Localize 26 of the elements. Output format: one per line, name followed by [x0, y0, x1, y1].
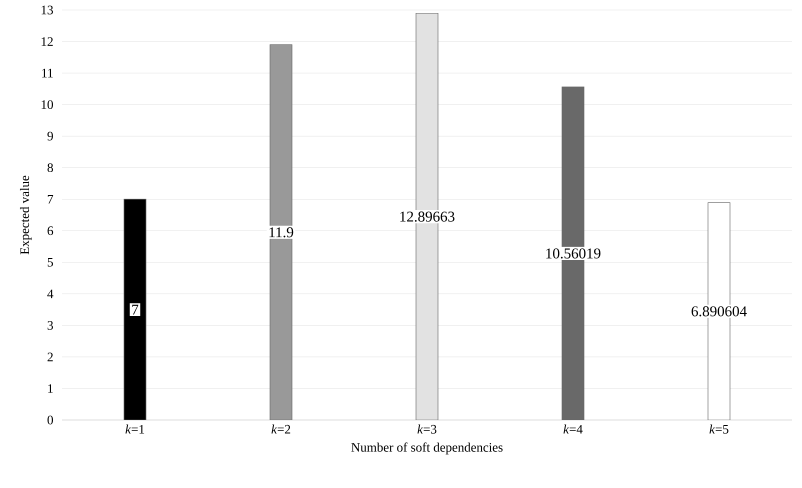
y-tick-label: 6	[48, 226, 54, 236]
x-tick-label: k=4	[564, 424, 583, 434]
data-label: 10.56019	[546, 248, 600, 259]
data-label: 6.890604	[692, 306, 747, 316]
x-axis-title: Number of soft dependencies	[351, 442, 503, 454]
x-tick-label: k=1	[126, 424, 144, 434]
data-label: 11.9	[270, 227, 294, 238]
x-tick-label: k=2	[272, 424, 290, 434]
y-tick-label: 0	[48, 416, 54, 424]
y-tick-label: 7	[48, 194, 54, 204]
data-label: 12.89663	[400, 212, 454, 222]
y-tick-label: 8	[48, 163, 54, 172]
y-tick-label: 13	[42, 6, 53, 14]
data-label: 7	[132, 304, 138, 315]
y-tick-label: 3	[48, 321, 53, 330]
y-tick-label: 2	[48, 352, 53, 362]
y-tick-label: 11	[42, 68, 53, 78]
x-tick-label: k=3	[418, 424, 436, 434]
y-tick-label: 9	[47, 132, 53, 140]
y-tick-label: 1	[48, 384, 53, 393]
y-tick-label: 10	[42, 100, 54, 109]
y-axis-title: Expected value	[20, 176, 32, 254]
y-tick-label: 4	[47, 290, 54, 298]
y-tick-label: 5	[48, 258, 53, 267]
x-tick-label: k=5	[710, 424, 728, 434]
y-tick-label: 12	[42, 37, 53, 46]
